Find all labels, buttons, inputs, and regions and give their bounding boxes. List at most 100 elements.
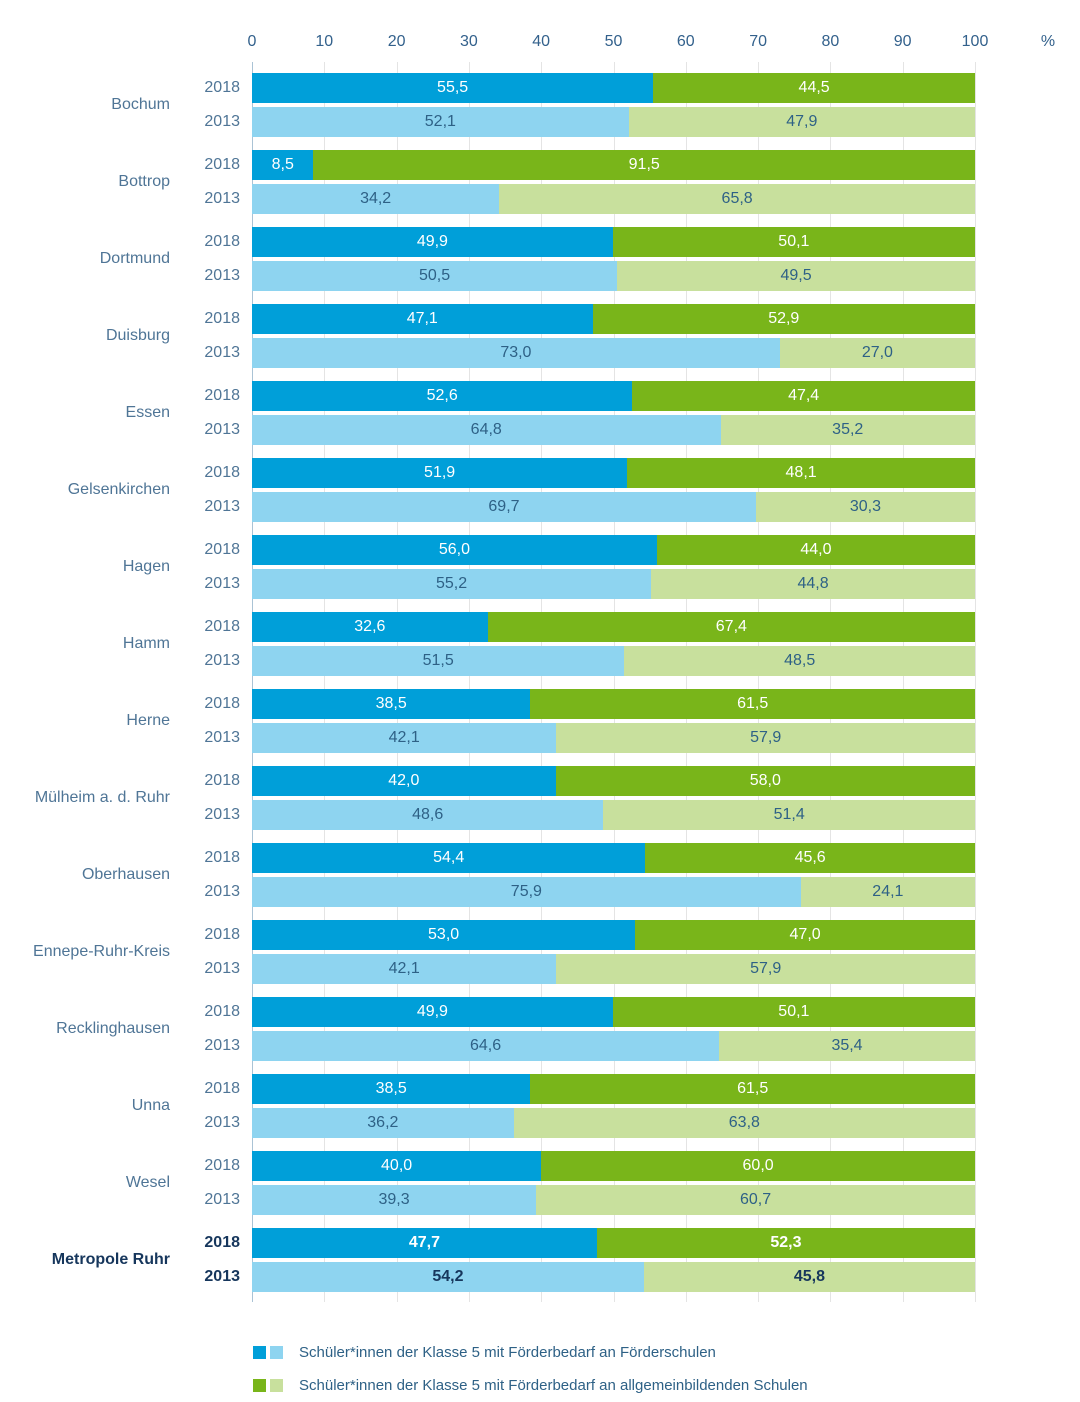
x-axis-tick-label: 20 [387, 33, 406, 50]
bar-segment-allgemeinbildende: 60,0 [541, 1151, 975, 1181]
value-label: 52,3 [770, 1234, 802, 1251]
bar-segment-foerderschulen: 8,5 [252, 150, 314, 180]
bar-segment-foerderschulen: 47,7 [252, 1228, 597, 1258]
value-label: 50,1 [778, 233, 810, 250]
value-label: 45,6 [794, 849, 826, 866]
city-label: Metropole Ruhr [51, 1251, 170, 1268]
bar-group: Metropole Ruhr 2018 47,7 52,3 2013 54,2 45,8 [52, 1228, 975, 1292]
year-label: 2018 [204, 310, 240, 327]
bar-segment-foerderschulen: 50,5 [252, 261, 618, 291]
value-label: 54,4 [433, 849, 465, 866]
value-label: 51,4 [773, 806, 805, 823]
value-label: 40,0 [381, 1157, 413, 1174]
gridline [758, 62, 760, 1302]
x-axis-tick-label: 80 [821, 33, 840, 50]
bar-segment-allgemeinbildende: 57,9 [556, 954, 975, 984]
value-label: 52,6 [426, 387, 458, 404]
bar-segment-allgemeinbildende: 49,5 [617, 261, 975, 291]
value-label: 64,6 [469, 1037, 502, 1054]
year-label: 2018 [204, 695, 240, 712]
year-label: 2018 [204, 926, 240, 943]
bar-segment-foerderschulen: 34,2 [252, 184, 500, 214]
bar-segment-foerderschulen: 64,8 [252, 415, 721, 445]
bar-group: Wesel 2018 40,0 60,0 2013 39,3 60,7 [126, 1151, 975, 1215]
x-axis-tick-label: 50 [604, 33, 623, 50]
value-label: 44,0 [800, 541, 832, 558]
value-label: 75,9 [510, 883, 542, 900]
legend-swatch-2013-foerderschulen [270, 1345, 283, 1359]
bar-row-2013: 2013 54,2 45,8 [204, 1262, 975, 1292]
value-label: 27,0 [861, 344, 893, 361]
value-label: 58,0 [749, 772, 781, 789]
bar-segment-allgemeinbildende: 57,9 [556, 723, 975, 753]
legend-item-allgemeinbildende: Schüler*innen der Klasse 5 mit Förderbed… [253, 1377, 808, 1394]
bar-segment-foerderschulen: 69,7 [252, 492, 756, 522]
year-label: 2013 [204, 1191, 240, 1208]
bar-segment-allgemeinbildende: 61,5 [530, 1074, 975, 1104]
bar-group: Bottrop 2018 8,5 91,5 2013 34,2 65,8 [118, 150, 975, 214]
bar-row-2013: 2013 50,5 49,5 [204, 261, 975, 291]
x-axis-tick-label: 70 [749, 33, 767, 50]
value-label: 45,8 [793, 1268, 825, 1285]
gridline [975, 62, 976, 1302]
bar-row-2013: 2013 64,6 35,4 [204, 1031, 975, 1061]
value-label: 61,5 [737, 695, 769, 712]
value-label: 52,1 [424, 113, 456, 130]
x-axis-tick-label: 90 [893, 33, 912, 50]
value-label: 60,7 [739, 1191, 772, 1208]
bar-segment-foerderschulen: 49,9 [252, 227, 613, 257]
value-label: 56,0 [438, 541, 470, 558]
legend-label-foerderschulen: Schüler*innen der Klasse 5 mit Förderbed… [299, 1343, 716, 1361]
bar-segment-allgemeinbildende: 47,4 [632, 381, 975, 411]
bar-segment-allgemeinbildende: 51,4 [603, 800, 975, 830]
bar-segment-foerderschulen: 48,6 [252, 800, 604, 830]
bar-segment-foerderschulen: 39,3 [252, 1185, 537, 1215]
bar-segment-foerderschulen: 52,1 [252, 107, 629, 137]
bar-segment-foerderschulen: 54,4 [252, 843, 646, 873]
value-label: 36,2 [367, 1114, 399, 1131]
value-label: 32,6 [354, 618, 386, 635]
bar-group: Gelsenkirchen 2018 51,9 48,1 2013 69,7 30,3 [68, 458, 975, 522]
value-label: 47,9 [786, 113, 818, 130]
value-label: 47,4 [788, 387, 820, 404]
year-label: 2013 [204, 1114, 240, 1131]
year-label: 2013 [204, 421, 240, 438]
city-label: Hagen [122, 558, 170, 575]
bar-segment-allgemeinbildende: 52,3 [596, 1228, 975, 1258]
bar-group: Oberhausen 2018 54,4 45,6 2013 75,9 24,1 [82, 843, 975, 907]
bar-segment-allgemeinbildende: 47,9 [628, 107, 975, 137]
value-label: 61,5 [737, 1080, 769, 1097]
city-label: Recklinghausen [56, 1020, 170, 1037]
value-label: 35,4 [831, 1037, 863, 1054]
city-label: Gelsenkirchen [67, 481, 170, 498]
bar-group: Essen 2018 52,6 47,4 2013 64,8 35,2 [126, 381, 975, 445]
x-axis-tick-label: 40 [532, 33, 551, 50]
value-label: 47,7 [408, 1234, 440, 1251]
bar-row-2013: 2013 52,1 47,9 [204, 107, 975, 137]
year-label: 2018 [204, 618, 240, 635]
year-label: 2013 [204, 960, 240, 977]
value-label: 53,0 [428, 926, 460, 943]
value-label: 38,5 [375, 695, 407, 712]
bar-segment-allgemeinbildende: 58,0 [555, 766, 975, 796]
bar-segment-allgemeinbildende: 44,8 [651, 569, 975, 599]
bar-segment-allgemeinbildende: 48,1 [627, 458, 975, 488]
year-label: 2018 [204, 541, 240, 558]
bar-segment-foerderschulen: 32,6 [252, 612, 488, 642]
bar-group: Bochum 2018 55,5 44,5 2013 52,1 47,9 [111, 73, 975, 137]
value-label: 48,5 [784, 652, 816, 669]
value-label: 55,5 [437, 79, 469, 96]
x-axis-tick-label: 100 [961, 33, 989, 50]
bar-segment-allgemeinbildende: 50,1 [612, 227, 975, 257]
value-label: 49,9 [416, 1003, 448, 1020]
value-label: 30,3 [849, 498, 882, 515]
bar-segment-foerderschulen: 75,9 [252, 877, 801, 907]
bar-segment-allgemeinbildende: 48,5 [624, 646, 975, 676]
value-label: 48,1 [785, 464, 817, 481]
bar-segment-allgemeinbildende: 50,1 [612, 997, 975, 1027]
value-label: 63,8 [728, 1114, 760, 1131]
year-label: 2018 [204, 772, 240, 789]
bar-segment-allgemeinbildende: 44,0 [656, 535, 975, 565]
year-label: 2013 [204, 1268, 240, 1285]
